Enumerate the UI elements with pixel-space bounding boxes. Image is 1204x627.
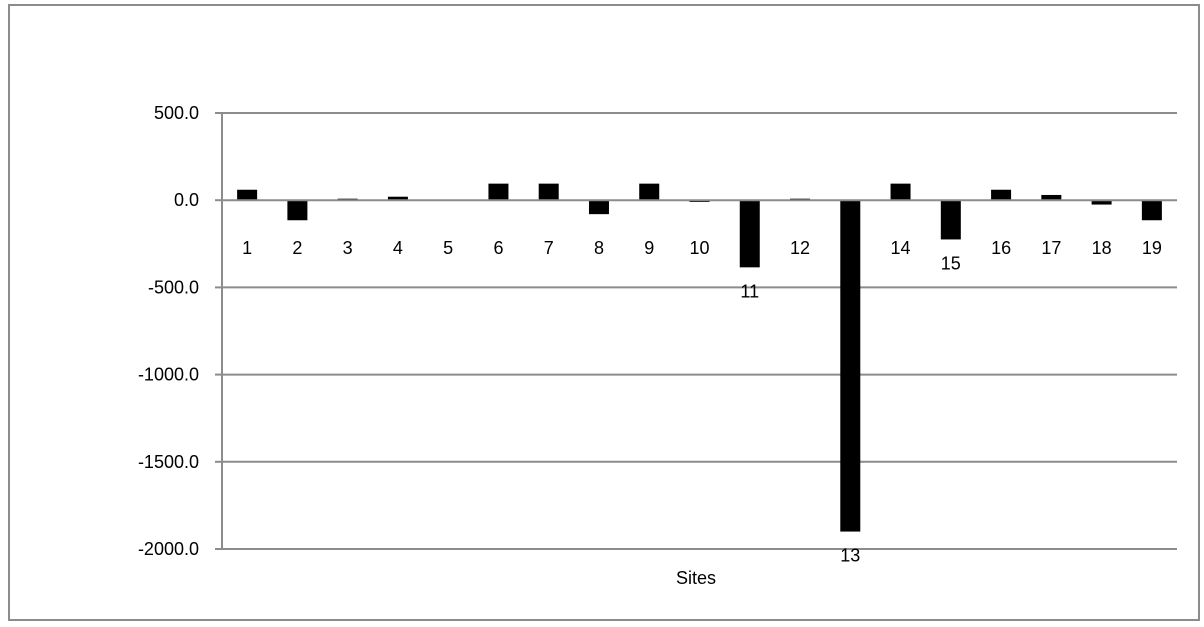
bar-site-11 bbox=[739, 200, 760, 268]
x-tick-label: 12 bbox=[790, 238, 810, 258]
gridlines bbox=[222, 112, 1177, 550]
x-tick-label: 6 bbox=[493, 238, 503, 258]
bar-site-7 bbox=[538, 183, 559, 201]
bar-site-18 bbox=[1091, 200, 1112, 205]
x-tick-label: 3 bbox=[343, 238, 353, 258]
x-tick-label: 4 bbox=[393, 238, 403, 258]
bar-site-16 bbox=[991, 189, 1012, 201]
x-tick-label: 11 bbox=[740, 281, 759, 301]
bar-site-6 bbox=[488, 183, 509, 201]
bar-site-1 bbox=[237, 189, 258, 201]
bar-site-9 bbox=[639, 183, 660, 201]
y-axis: 500.0 0.0 -500.0 -1000.0 -1500.0 -2000.0 bbox=[138, 103, 222, 559]
y-tick-label: 500.0 bbox=[154, 103, 199, 123]
y-tick-label: -2000.0 bbox=[138, 539, 199, 559]
bars bbox=[237, 183, 1162, 532]
bar-site-2 bbox=[287, 200, 308, 221]
x-tick-label: 16 bbox=[991, 238, 1011, 258]
x-tick-label: 8 bbox=[594, 238, 604, 258]
x-tick-label: 18 bbox=[1092, 238, 1112, 258]
x-axis-title: Sites bbox=[676, 568, 716, 588]
bar-site-13 bbox=[840, 200, 861, 532]
bar-site-19 bbox=[1141, 200, 1162, 221]
chart-frame bbox=[8, 4, 1200, 621]
y-tick-label: -1500.0 bbox=[138, 452, 199, 472]
bar-site-14 bbox=[890, 183, 911, 201]
x-tick-label: 1 bbox=[242, 238, 252, 258]
bar-site-17 bbox=[1041, 194, 1062, 201]
x-tick-label: 14 bbox=[891, 238, 911, 258]
x-tick-label: 7 bbox=[544, 238, 554, 258]
y-tick-label: 0.0 bbox=[174, 190, 199, 210]
bar-site-4 bbox=[387, 196, 408, 201]
y-tick-label: -500.0 bbox=[148, 277, 199, 297]
x-tick-label: 5 bbox=[443, 238, 453, 258]
bar-site-15 bbox=[940, 200, 961, 240]
x-tick-label: 2 bbox=[292, 238, 302, 258]
y-tick-label: -1000.0 bbox=[138, 365, 199, 385]
x-tick-label: 17 bbox=[1041, 238, 1061, 258]
x-tick-label: 13 bbox=[840, 546, 860, 566]
x-tick-label: 10 bbox=[689, 238, 709, 258]
x-tick-label: 15 bbox=[941, 253, 961, 273]
x-tick-label: 9 bbox=[644, 238, 654, 258]
bar-site-8 bbox=[588, 200, 609, 215]
x-tick-label: 19 bbox=[1142, 238, 1162, 258]
